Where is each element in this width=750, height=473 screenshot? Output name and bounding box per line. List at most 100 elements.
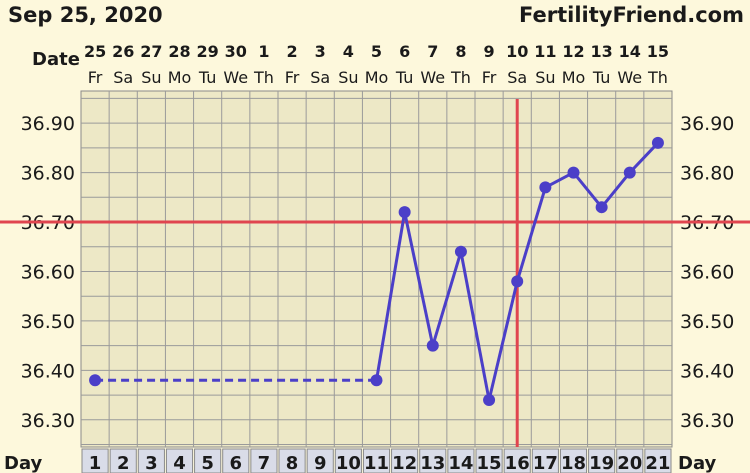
- day-number: 20: [617, 453, 642, 473]
- date-label: 13: [591, 42, 613, 61]
- day-number: 9: [314, 453, 327, 473]
- day-number: 5: [201, 453, 214, 473]
- day-cell: [559, 448, 588, 473]
- day-number: 13: [420, 453, 445, 473]
- y-tick-label-right: 36.50: [680, 311, 734, 333]
- weekday-label: Th: [647, 68, 668, 87]
- date-label: 8: [455, 42, 466, 61]
- day-number: 2: [117, 453, 130, 473]
- series-segment: [375, 211, 407, 381]
- plot-area: [80, 90, 673, 448]
- temperature-point: [370, 374, 383, 387]
- day-number: 7: [258, 453, 271, 473]
- temperature-point: [483, 394, 496, 407]
- day-cell: [419, 448, 447, 473]
- temperature-point: [454, 245, 467, 258]
- temperature-point: [539, 181, 552, 194]
- series-segment: [515, 186, 547, 282]
- weekday-label: Fr: [482, 68, 497, 87]
- site-name: FertilityFriend.com: [519, 3, 744, 27]
- date-label: 1: [258, 42, 269, 61]
- date-label: 30: [225, 42, 247, 61]
- day-number: 18: [561, 453, 586, 473]
- weekday-label: Sa: [310, 68, 330, 87]
- day-cell: [165, 448, 194, 473]
- day-number: 19: [589, 453, 614, 473]
- weekday-label: Su: [141, 68, 161, 87]
- day-cell: [531, 448, 559, 473]
- day-cell: [644, 448, 672, 473]
- series-segment: [459, 251, 491, 401]
- chart-date: Sep 25, 2020: [8, 3, 163, 27]
- day-number: 21: [645, 453, 670, 473]
- day-cell: [503, 448, 531, 473]
- weekday-label: Fr: [285, 68, 300, 87]
- series-segment: [487, 281, 519, 401]
- date-label: 6: [399, 42, 410, 61]
- y-tick-label: 36.60: [21, 261, 75, 283]
- date-labels: 25 26 27 28 29 30 1 2 3 4 5 6 7 8 9 10 11 12 13 14 15: [84, 42, 669, 61]
- weekday-labels: Fr Sa Su Mo Tu We Th Fr Sa Su Mo Tu We Th Fr Sa Su Mo Tu We…: [88, 68, 668, 87]
- day-cell: [334, 448, 362, 473]
- day-cell: [222, 448, 250, 473]
- day-cell: [109, 448, 137, 473]
- day-cell: [447, 448, 475, 473]
- weekday-label: We: [617, 68, 642, 87]
- weekday-label: Mo: [562, 68, 586, 87]
- date-label: 9: [484, 42, 495, 61]
- date-label: 7: [427, 42, 438, 61]
- temperature-point: [511, 275, 524, 288]
- weekday-label: Mo: [365, 68, 389, 87]
- day-number: 1: [89, 453, 102, 473]
- weekday-label: Mo: [168, 68, 192, 87]
- y-tick-label-right: 36.80: [680, 163, 734, 185]
- day-cell: [250, 448, 278, 473]
- weekday-label: Fr: [88, 68, 103, 87]
- date-label: 5: [371, 42, 382, 61]
- day-cell: [391, 448, 419, 473]
- day-cell: [137, 448, 165, 473]
- weekday-label: Th: [253, 68, 274, 87]
- temperature-point: [651, 136, 664, 149]
- day-number: 4: [173, 453, 186, 473]
- date-label: 4: [343, 42, 354, 61]
- date-label: 15: [647, 42, 669, 61]
- weekday-label: Th: [450, 68, 471, 87]
- y-tick-label: 36.40: [21, 360, 75, 382]
- date-label: 26: [112, 42, 134, 61]
- day-number: 8: [286, 453, 299, 473]
- day-cell: [194, 448, 222, 473]
- day-number: 6: [230, 453, 243, 473]
- temperature-point: [398, 206, 411, 219]
- date-label: 2: [287, 42, 298, 61]
- date-label: 11: [534, 42, 556, 61]
- date-label: 25: [84, 42, 106, 61]
- day-number: 12: [392, 453, 417, 473]
- day-row-label-right: Day: [678, 453, 717, 473]
- series-segment: [628, 141, 660, 174]
- weekday-label: Sa: [113, 68, 133, 87]
- y-tick-label: 36.80: [21, 163, 75, 185]
- series-segment: [572, 171, 603, 209]
- y-tick-label: 36.50: [21, 311, 75, 333]
- date-label: 27: [140, 42, 162, 61]
- date-label: 3: [315, 42, 326, 61]
- grid-lines: [81, 91, 672, 447]
- temperature-point: [567, 166, 580, 179]
- day-row-label: Day: [4, 453, 43, 473]
- weekday-label: Su: [338, 68, 358, 87]
- date-label: 10: [506, 42, 528, 61]
- temperature-point: [623, 166, 636, 179]
- day-cell: [588, 448, 616, 473]
- weekday-label: Tu: [395, 68, 413, 87]
- day-cell: [362, 448, 391, 473]
- day-row: 1 2 3 4 5 6 7 8 9 10 11 12 13 14 15 16 17 18 19 20 21: [81, 448, 672, 473]
- weekday-label: Sa: [507, 68, 527, 87]
- temperature-point: [595, 201, 608, 214]
- day-number: 17: [533, 453, 558, 473]
- day-number: 16: [505, 453, 530, 473]
- date-label: 29: [197, 42, 219, 61]
